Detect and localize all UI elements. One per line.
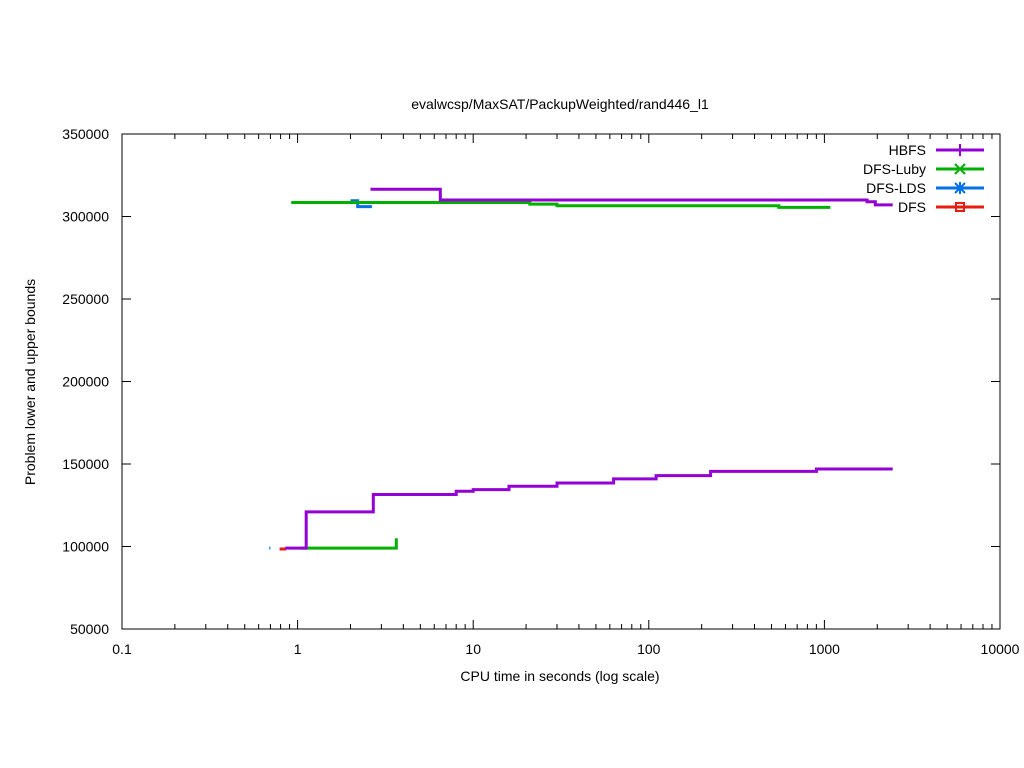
x-tick-label: 100	[637, 641, 661, 657]
legend-label-dfs: DFS	[898, 199, 926, 215]
series-dfs-luby-lower-line	[301, 538, 398, 550]
legend-label-dfs-lds: DFS-LDS	[866, 180, 926, 196]
series-lines	[269, 187, 893, 551]
x-tick-label: 1	[294, 641, 302, 657]
x-tick-label: 10	[465, 641, 481, 657]
plot-frame	[121, 133, 1001, 630]
series-hbfs-lower-line	[285, 467, 893, 550]
y-tick-label: 150000	[62, 456, 109, 472]
legend-marker-dfs-lds	[954, 182, 966, 194]
series-dfs-luby-upper-line	[291, 201, 831, 209]
legend-label-dfs-luby: DFS-Luby	[863, 161, 926, 177]
legend-marker-dfs-luby	[954, 163, 966, 175]
x-axis-label: CPU time in seconds (log scale)	[460, 668, 659, 684]
y-tick-label: 250000	[62, 291, 109, 307]
y-tick-label: 200000	[62, 374, 109, 390]
y-tick-label: 50000	[70, 621, 109, 637]
legend: HBFS DFS-Luby DFS-LDS DFS	[863, 142, 984, 215]
y-tick-label: 300000	[62, 209, 109, 225]
chart-title: evalwcsp/MaxSAT/PackupWeighted/rand446_l…	[411, 96, 709, 112]
x-tick-label: 1000	[809, 641, 840, 657]
legend-marker-dfs	[955, 202, 965, 212]
x-tick-label: 10000	[981, 641, 1020, 657]
series-hbfs-upper-line	[370, 187, 893, 207]
legend-label-hbfs: HBFS	[889, 142, 926, 158]
x-tick-label: 0.1	[112, 641, 132, 657]
y-tick-label: 350000	[62, 126, 109, 142]
y-tick-label: 100000	[62, 539, 109, 555]
y-axis-label: Problem lower and upper bounds	[22, 279, 38, 485]
